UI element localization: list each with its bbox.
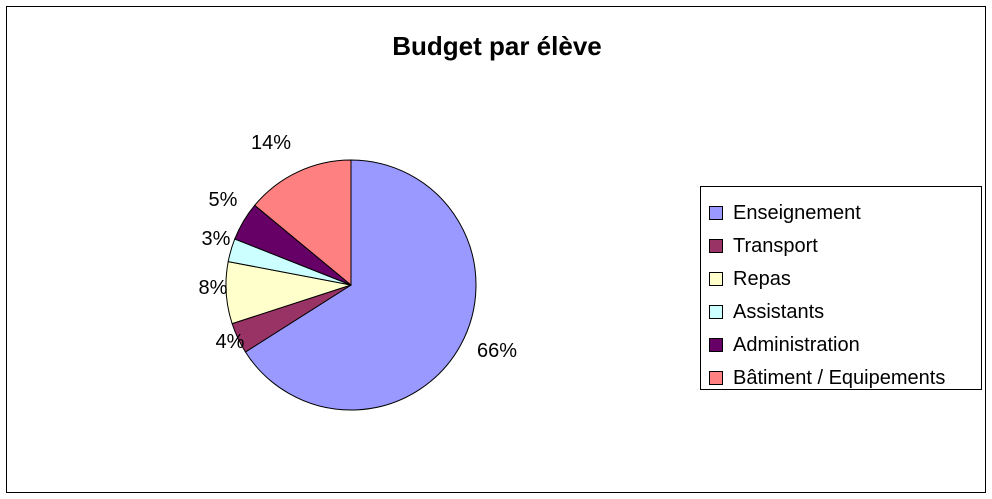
pie-chart: 66% 4% 8% 3% 5% 14% (199, 132, 517, 411)
pie-data-label: 5% (209, 189, 238, 211)
chart-title: Budget par élève (392, 31, 602, 61)
legend-swatch (709, 272, 723, 286)
pie-data-label: 4% (216, 331, 245, 353)
legend-label: Assistants (733, 300, 825, 323)
legend-swatch (709, 371, 723, 385)
legend-swatch (709, 206, 723, 220)
legend-swatch (709, 305, 723, 319)
legend-item-assistants: Assistants (709, 298, 824, 326)
legend-label: Transport (733, 234, 818, 257)
legend-item-enseignement: Enseignement (709, 199, 861, 227)
pie-slice-b-timent-equipements (253, 159, 352, 287)
pie-data-label: 3% (202, 228, 231, 250)
legend: Enseignement Transport Repas Assistants … (700, 186, 982, 390)
chart-area: Budget par élève 66% 4% 8% 3% 5% 14% Enseigne… (6, 6, 986, 493)
legend-label: Administration (733, 333, 860, 356)
legend-item-batiment-equipements: Bâtiment / Equipements (709, 364, 945, 392)
pie-slice-enseignement (244, 159, 477, 411)
pie-data-label: 66% (477, 340, 517, 362)
legend-item-repas: Repas (709, 265, 791, 293)
legend-swatch (709, 239, 723, 253)
legend-item-transport: Transport (709, 232, 818, 260)
legend-label: Bâtiment / Equipements (733, 366, 946, 389)
legend-item-administration: Administration (709, 331, 860, 359)
legend-label: Enseignement (733, 201, 861, 224)
legend-swatch (709, 338, 723, 352)
pie-data-label: 14% (251, 132, 291, 154)
pie-data-label: 8% (199, 277, 228, 299)
legend-label: Repas (733, 267, 791, 290)
